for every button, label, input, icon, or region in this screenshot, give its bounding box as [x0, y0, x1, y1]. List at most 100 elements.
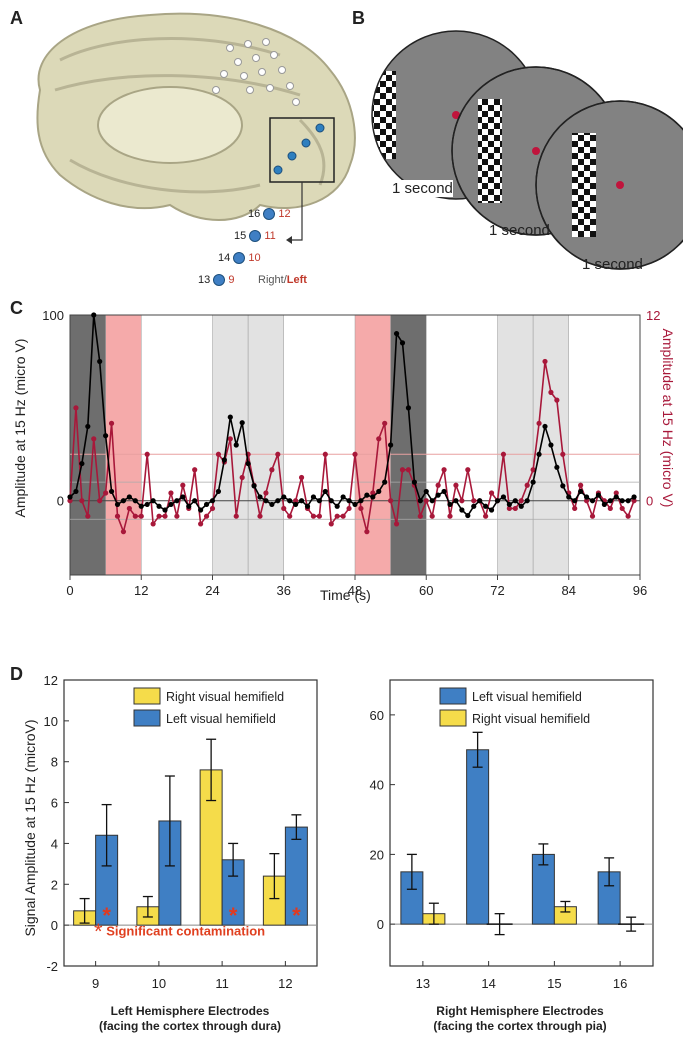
black-series-point — [619, 498, 625, 504]
electrode-row: 13 9 — [198, 270, 288, 291]
black-series-point — [322, 488, 328, 495]
electrode-left-number: 10 — [248, 252, 261, 264]
black-series-point — [257, 494, 263, 500]
black-series-point — [316, 498, 322, 504]
bar — [466, 749, 490, 925]
red-series-point — [376, 436, 382, 442]
x-tick-label: 0 — [66, 583, 73, 598]
electrode-right-number: 16 — [248, 208, 261, 220]
red-series-point — [126, 505, 132, 512]
black-series-point — [198, 507, 204, 513]
stimulus-caption: 1 second — [392, 180, 453, 197]
shaded-block — [354, 314, 391, 576]
y-tick-label: 4 — [51, 836, 58, 851]
black-series-point — [388, 442, 394, 448]
x-tick-label: 48 — [348, 583, 362, 598]
stimulus-disc — [535, 100, 683, 270]
left-x-axis-title-line2: (facing the cortex through dura) — [98, 1019, 281, 1033]
category-tick-label: 15 — [547, 976, 561, 991]
red-series-point — [388, 498, 394, 504]
shaded-block — [390, 314, 427, 576]
red-series-point — [328, 521, 334, 527]
black-series-point — [91, 312, 97, 318]
black-series-point — [376, 488, 382, 495]
black-series-point — [79, 460, 85, 467]
red-series-point — [506, 505, 512, 512]
significance-star: * — [94, 919, 103, 944]
black-series-point — [601, 501, 607, 508]
y-tick-label: 0 — [377, 917, 384, 932]
red-series-point — [198, 521, 204, 527]
left-x-axis-title-line1: Left Hemisphere Electrodes — [110, 1004, 270, 1018]
red-series-point — [275, 451, 281, 457]
hemisphere-key-right: Right — [258, 274, 284, 286]
hemisphere-key-sep: / — [283, 274, 287, 286]
y-tick-label: 12 — [44, 673, 58, 688]
black-series-point — [399, 340, 406, 346]
x-tick-label: 12 — [134, 583, 148, 598]
left-y-tick-label: 0 — [57, 494, 64, 509]
red-series-point — [352, 451, 358, 457]
panel-label-d: D — [10, 664, 23, 684]
black-series-point — [304, 503, 311, 509]
significance-star: * — [292, 903, 301, 928]
electrode-marker — [263, 208, 276, 221]
black-series-point — [393, 330, 400, 337]
black-series-point — [405, 405, 412, 411]
red-series-point — [334, 513, 340, 519]
black-series-point — [174, 498, 180, 504]
black-series-point — [334, 503, 340, 509]
red-series-point — [293, 498, 299, 504]
bar-y-axis-title: Signal Amplitude at 15 Hz (microV) — [22, 719, 38, 937]
red-series-point — [382, 420, 388, 426]
black-series-point — [500, 494, 507, 500]
black-series-point — [126, 494, 132, 500]
y-tick-label: 40 — [370, 778, 384, 793]
black-series-point — [536, 451, 542, 457]
black-series-point — [613, 494, 619, 500]
legend-swatch — [439, 687, 467, 705]
black-series-point — [103, 433, 109, 439]
red-series-point — [572, 505, 578, 512]
black-series-point — [441, 488, 447, 495]
legend-label: Right visual hemifield — [472, 712, 590, 726]
black-series-point — [518, 503, 524, 509]
black-series-point — [203, 501, 210, 508]
y-tick-label: 0 — [51, 918, 58, 933]
red-series-point — [257, 513, 263, 519]
y-tick-label: 2 — [51, 877, 58, 892]
black-series-point — [346, 498, 352, 504]
red-series-point — [132, 513, 138, 519]
red-series-point — [215, 451, 222, 457]
red-series-point — [263, 490, 269, 496]
right-x-axis-title: Right Hemisphere Electrodes (facing the … — [390, 1004, 650, 1034]
hemisphere-key-left: Left — [286, 274, 307, 286]
red-series-point — [346, 505, 352, 512]
electrode-row: 15 11 — [234, 226, 324, 247]
black-series-point — [275, 498, 281, 504]
black-series-point — [423, 488, 429, 495]
red-series-point — [589, 513, 596, 519]
significance-text: Significant contamination — [106, 923, 266, 939]
red-series-point — [287, 513, 293, 519]
black-series-point — [180, 494, 186, 500]
grid-electrodes — [212, 38, 300, 106]
red-series-point — [233, 513, 239, 519]
legend-label: Left visual hemifield — [472, 690, 582, 704]
black-series-point — [583, 494, 590, 500]
black-series-point — [572, 498, 578, 504]
x-tick-label: 24 — [205, 583, 219, 598]
red-series-point — [364, 529, 370, 535]
panel-label-b: B — [352, 8, 365, 28]
electrode-left-number: 12 — [278, 208, 291, 220]
black-series-point — [465, 512, 471, 519]
red-series-point — [322, 451, 328, 457]
category-tick-label: 10 — [152, 976, 166, 991]
electrode-right-number: 13 — [198, 274, 211, 286]
red-series-point — [453, 482, 459, 488]
red-series-point — [91, 436, 97, 442]
black-series-point — [215, 488, 222, 495]
red-series-point — [530, 467, 536, 473]
x-tick-label: 72 — [490, 583, 504, 598]
red-series-point — [483, 513, 489, 519]
